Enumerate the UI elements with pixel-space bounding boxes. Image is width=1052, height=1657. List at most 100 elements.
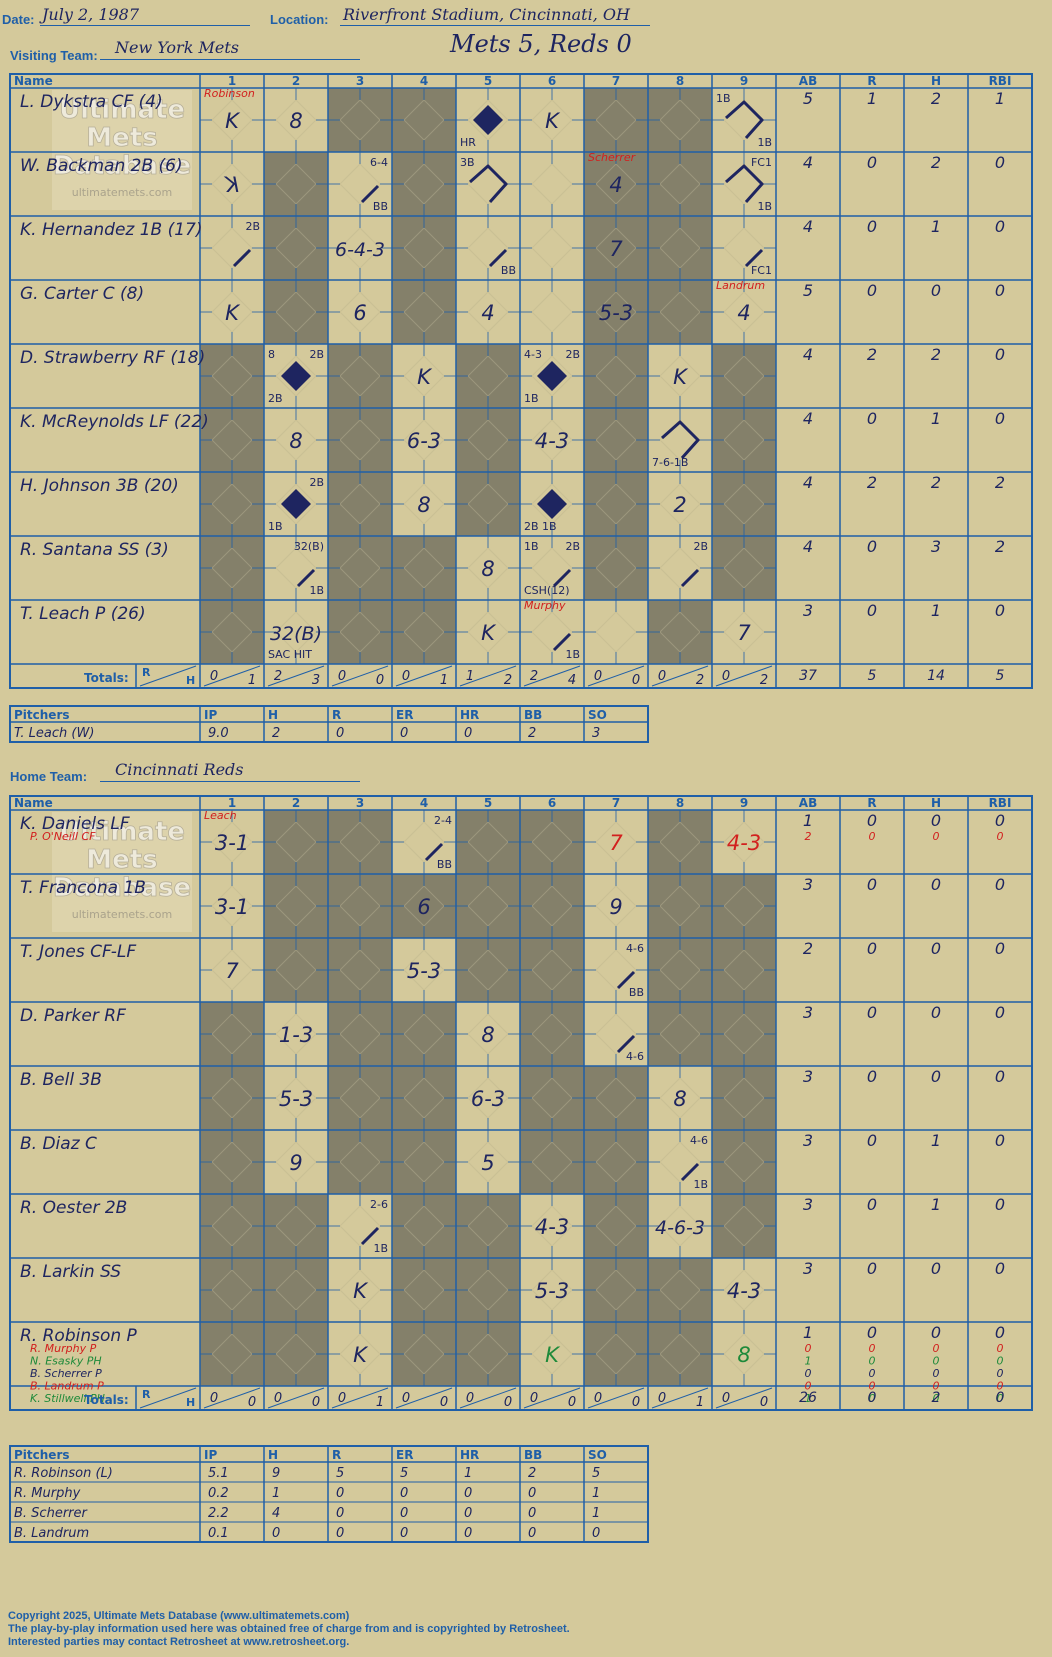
- copyright-line: Interested parties may contact Retroshee…: [8, 1636, 350, 1648]
- inning-header: 7: [612, 74, 620, 88]
- pitcher-stat: 0: [464, 1526, 472, 1541]
- play-result: 3-1: [215, 831, 249, 855]
- player-stat: 0: [931, 1003, 941, 1022]
- play-note: 32(B): [294, 540, 324, 553]
- sub-player-stat: 0: [805, 1342, 812, 1355]
- inning-header: 3: [356, 74, 364, 88]
- player-stat: 2: [867, 473, 877, 492]
- totals-slash: [395, 1387, 453, 1409]
- play-result: 6: [353, 301, 366, 325]
- pitcher-stat: 1: [592, 1486, 600, 1501]
- player-stat: 0: [867, 1195, 877, 1214]
- base-diamond: [595, 1013, 637, 1055]
- basepath-mark: [661, 419, 701, 459]
- inning-header: 8: [676, 796, 684, 810]
- inning-hits: 2: [760, 673, 768, 688]
- watermark-text: Database: [53, 151, 191, 181]
- player-name: T. Francona 1B: [20, 878, 146, 898]
- sub-player-stat: 0: [805, 1380, 812, 1393]
- inning-header: 6: [548, 796, 556, 810]
- pitcher-stat: 1: [272, 1486, 280, 1501]
- player-stat: 0: [867, 153, 877, 172]
- base-diamond: [595, 611, 637, 653]
- scored-run-diamond: [537, 361, 567, 391]
- sub-player-stat: 0: [997, 1355, 1004, 1368]
- player-name: T. Jones CF-LF: [20, 942, 136, 962]
- play-result: 7: [609, 831, 623, 855]
- player-stat: 0: [995, 1131, 1005, 1150]
- sub-player-stat: 0: [933, 1355, 940, 1368]
- play-note: 2B: [565, 540, 580, 553]
- date-label: Date:: [2, 12, 35, 27]
- pitcher-stat: 5: [336, 1466, 344, 1481]
- play-result: 5-3: [599, 301, 633, 325]
- play-note: 4-3: [524, 348, 542, 361]
- sub-player-stat: 0: [869, 1367, 876, 1380]
- game-location: Riverfront Stadium, Cincinnati, OH: [343, 5, 630, 24]
- sub-player-stat: 0: [997, 1380, 1004, 1393]
- play-note: HR: [460, 136, 476, 149]
- totals-slash: [267, 665, 325, 687]
- pitcher-stat-header: SO: [588, 708, 607, 722]
- player-stat: 3: [931, 537, 941, 556]
- pitchers-header: Pitchers: [14, 708, 70, 722]
- sub-player-stat: 0: [869, 1342, 876, 1355]
- base-diamond: [531, 291, 573, 333]
- play-result: 7: [225, 959, 239, 983]
- play-note: 1B: [693, 1178, 708, 1191]
- play-result: K: [223, 173, 239, 197]
- pitcher-stat: 0: [528, 1486, 536, 1501]
- sub-player-stat: 0: [869, 830, 876, 843]
- totals-label: Totals:: [84, 1393, 129, 1407]
- home-team-label: Home Team:: [10, 769, 88, 784]
- player-stat: 1: [931, 1131, 941, 1150]
- inning-runs: 0: [210, 1391, 218, 1406]
- player-stat: 1: [931, 601, 941, 620]
- base-diamond: [403, 821, 445, 863]
- inning-hits: 0: [632, 1395, 640, 1410]
- pitcher-stat: 4: [272, 1506, 280, 1521]
- player-stat: 0: [995, 1259, 1005, 1278]
- name-header: Name: [14, 796, 53, 810]
- pitcher-name: R. Murphy: [14, 1486, 81, 1501]
- inning-header: 9: [740, 74, 748, 88]
- totals-r-label: R: [142, 666, 151, 679]
- play-note: 8: [268, 348, 275, 361]
- basepath-mark: [360, 1226, 380, 1246]
- player-stat: 0: [867, 281, 877, 300]
- sub-player-name: K. Stillwell PH: [30, 1392, 105, 1405]
- pitcher-stat-header: HR: [460, 1448, 479, 1462]
- play-note: 1B: [373, 1242, 388, 1255]
- pitcher-stat: 5: [592, 1466, 600, 1481]
- pitcher-stat: 0: [592, 1526, 600, 1541]
- player-stat: 0: [995, 345, 1005, 364]
- sub-player-stat: 0: [933, 830, 940, 843]
- player-name: D. Strawberry RF (18): [20, 348, 205, 368]
- player-stat: 0: [995, 409, 1005, 428]
- inning-runs: 0: [594, 1391, 602, 1406]
- pitcher-stat: 0: [464, 726, 472, 741]
- play-result: 3-1: [215, 895, 249, 919]
- player-stat: 0: [867, 811, 877, 830]
- play-note: 2-4: [434, 814, 452, 827]
- player-stat: 0: [867, 537, 877, 556]
- inning-runs: 0: [274, 1391, 282, 1406]
- base-diamond: [467, 227, 509, 269]
- play-result: K: [545, 1343, 561, 1367]
- play-note: BB: [373, 200, 388, 213]
- totals-slash: [203, 665, 261, 687]
- pitcher-stat-header: HR: [460, 708, 479, 722]
- play-result: 4: [609, 173, 622, 197]
- pitcher-stat: 0: [464, 1506, 472, 1521]
- play-result: K: [545, 109, 561, 133]
- player-name: R. Oester 2B: [20, 1198, 127, 1218]
- inning-runs: 0: [722, 1391, 730, 1406]
- pitcher-stat-header: ER: [396, 708, 413, 722]
- total-stat: 0: [868, 1390, 877, 1406]
- inning-header: 5: [484, 796, 492, 810]
- basepath-mark: [488, 248, 508, 268]
- total-stat: 5: [996, 668, 1005, 684]
- pitcher-stat-header: ER: [396, 1448, 413, 1462]
- watermark-text: Ultimate: [59, 95, 185, 125]
- pitcher-stat-header: SO: [588, 1448, 607, 1462]
